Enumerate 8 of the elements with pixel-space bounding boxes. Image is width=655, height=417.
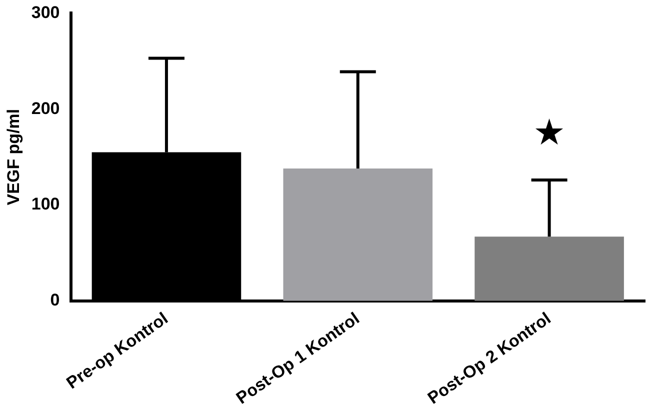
y-tick-label: 300 [31,2,60,22]
bar [474,236,624,301]
annotation: ★ [533,112,566,154]
y-tick-label: 100 [31,194,60,214]
bar [283,168,433,301]
y-tick-label: 0 [50,290,60,310]
y-axis-title: VEGF pg/ml [4,108,23,206]
y-tick-label: 200 [31,98,60,118]
